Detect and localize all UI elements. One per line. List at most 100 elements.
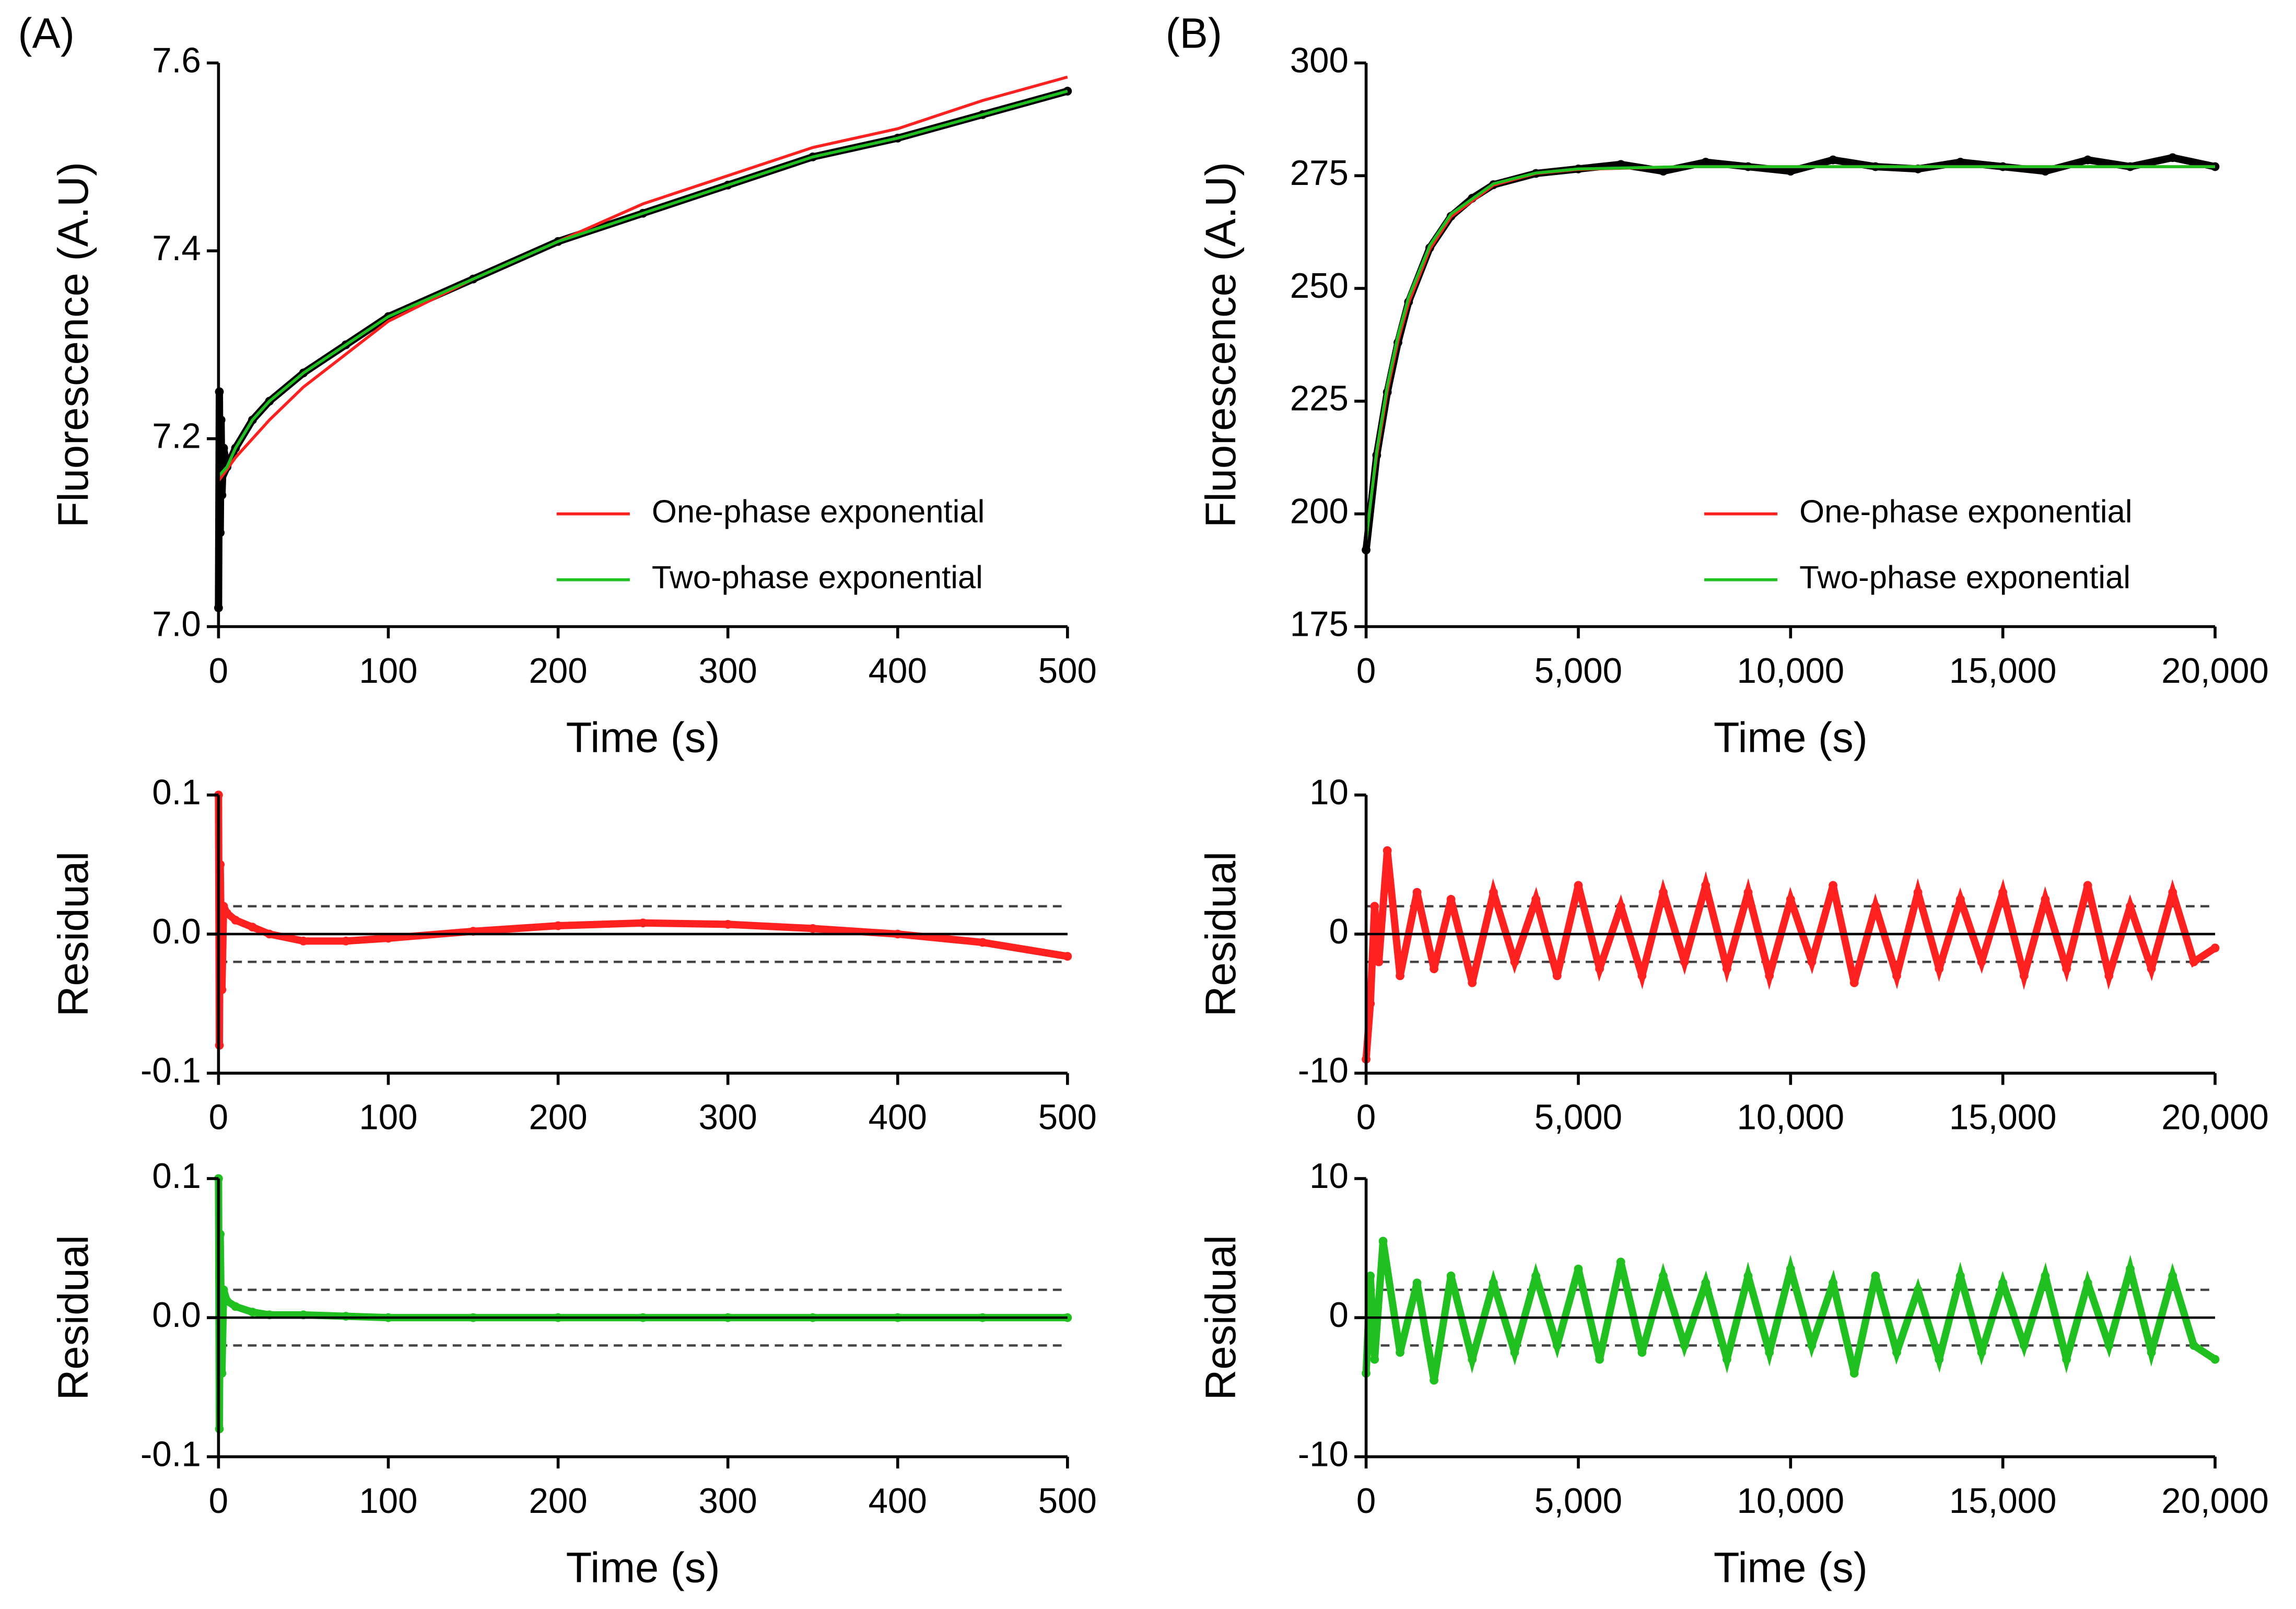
data-point: [1871, 902, 1880, 911]
data-point: [1510, 957, 1519, 966]
x-tick-label: 500: [1038, 651, 1097, 691]
data-point: [1446, 895, 1456, 904]
y-tick-label: -10: [1298, 1051, 1349, 1090]
data-trace: [215, 795, 1068, 1046]
x-tick-label: 500: [1038, 1482, 1097, 1521]
y-axis-title: Residual: [1197, 1235, 1245, 1400]
data-point: [2041, 895, 2050, 904]
data-point: [1977, 1348, 1986, 1357]
data-point: [808, 924, 817, 933]
y-tick-label: 10: [1309, 773, 1349, 812]
y-tick-label: 7.0: [152, 604, 201, 644]
data-point: [1807, 957, 1817, 966]
fit-line: [1364, 165, 2216, 541]
data-point: [1370, 902, 1379, 911]
data-point: [1531, 1272, 1541, 1280]
y-axis-title: Fluorescence (A.U): [1197, 162, 1245, 528]
y-tick-label: 7.6: [152, 41, 201, 80]
y-axis-title: Residual: [50, 852, 97, 1017]
data-point: [1892, 971, 1901, 981]
data-point: [1956, 1272, 1965, 1280]
data-point: [1574, 1264, 1583, 1274]
data-point: [1807, 1341, 1817, 1350]
data-point: [2168, 1272, 2177, 1280]
y-tick-label: 0.0: [152, 1296, 201, 1335]
x-tick-label: 5,000: [1534, 651, 1622, 691]
x-tick-label: 400: [869, 1098, 927, 1137]
legend-label: Two-phase exponential: [652, 559, 983, 596]
x-tick-label: 500: [1038, 1098, 1097, 1137]
data-point: [341, 936, 350, 946]
x-tick-label: 15,000: [1949, 651, 2057, 691]
data-point: [248, 1308, 257, 1317]
data-point: [2210, 943, 2220, 953]
y-tick-label: 7.4: [152, 229, 201, 268]
legend-label: One-phase exponential: [652, 494, 985, 530]
x-tick-label: 10,000: [1737, 1482, 1844, 1521]
y-tick-label: 0.0: [152, 912, 201, 951]
y-tick-label: 275: [1290, 154, 1349, 193]
x-tick-label: 0: [1356, 1098, 1376, 1137]
x-tick-label: 15,000: [1949, 1098, 2057, 1137]
x-axis-title: Time (s): [1714, 714, 1868, 762]
data-point: [1396, 1348, 1405, 1357]
x-tick-label: 300: [699, 651, 757, 691]
data-point: [1871, 1272, 1880, 1280]
data-point: [1935, 1355, 1944, 1364]
data-point: [1489, 1278, 1498, 1288]
legend-label: Two-phase exponential: [1799, 559, 2130, 596]
data-point: [1374, 957, 1384, 966]
data-point: [1701, 881, 1711, 890]
data-point: [1383, 846, 1392, 855]
data-point: [2104, 971, 2114, 981]
data-point: [1370, 1355, 1379, 1364]
data-point: [1366, 999, 1375, 1008]
x-tick-label: 0: [209, 651, 228, 691]
legend-label: One-phase exponential: [1799, 494, 2132, 530]
y-tick-label: 7.2: [152, 417, 201, 456]
data-point: [1574, 881, 1583, 890]
x-tick-label: 10,000: [1737, 1098, 1844, 1137]
y-tick-label: 250: [1290, 266, 1349, 306]
data-point: [1956, 158, 1965, 167]
data-point: [1468, 1355, 1477, 1364]
data-point: [1489, 888, 1498, 897]
fit-line: [217, 75, 1068, 482]
data-point: [231, 915, 240, 925]
data-point: [1892, 1348, 1901, 1357]
y-tick-label: 175: [1290, 604, 1349, 644]
x-axis-title: Time (s): [1714, 1544, 1868, 1592]
x-tick-label: 400: [869, 1482, 927, 1521]
data-point: [2210, 1355, 2220, 1364]
x-tick-label: 15,000: [1949, 1482, 2057, 1521]
x-tick-label: 5,000: [1534, 1098, 1622, 1137]
data-point: [1378, 1237, 1388, 1246]
y-tick-label: 10: [1309, 1157, 1349, 1196]
panel: 7.0 7.2 7.4 7.6 0 100 200 300 400 500 Fluorescence…: [18, 10, 1097, 762]
panel: -0.1 0.0 0.1 0 100 200 300 400 500 Residual Time (…: [50, 1157, 1097, 1592]
data-point: [1913, 1285, 1923, 1295]
x-axis-title: Time (s): [566, 1544, 720, 1592]
fit-line: [217, 89, 1068, 477]
data-point: [1849, 1369, 1859, 1378]
x-tick-label: 5,000: [1534, 1482, 1622, 1521]
data-trace: [215, 1179, 1068, 1429]
data-point: [1849, 978, 1859, 987]
data-point: [1829, 155, 1837, 165]
data-point: [299, 936, 308, 946]
x-tick-label: 300: [699, 1098, 757, 1137]
data-point: [1659, 167, 1668, 176]
data-point: [1998, 1278, 2008, 1288]
data-point: [1510, 1348, 1519, 1357]
data-point: [219, 1285, 228, 1295]
x-tick-label: 0: [1356, 651, 1376, 691]
data-point: [1659, 888, 1668, 897]
data-point: [1468, 978, 1477, 987]
data-point: [1701, 1278, 1711, 1288]
data-point: [219, 444, 228, 453]
y-axis-title: Residual: [50, 1235, 97, 1400]
data-point: [1637, 1348, 1647, 1357]
data-point: [1765, 971, 1774, 981]
data-point: [1786, 1264, 1795, 1274]
